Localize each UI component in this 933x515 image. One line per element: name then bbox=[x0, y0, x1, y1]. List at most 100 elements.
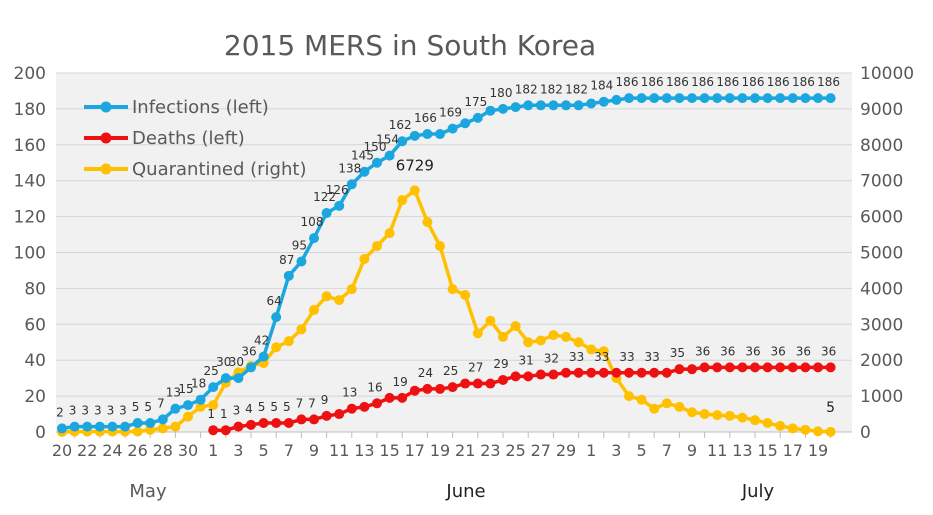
data-point bbox=[359, 166, 370, 177]
data-label: 36 bbox=[821, 344, 836, 358]
data-point bbox=[712, 410, 723, 421]
x-tick-label: 7 bbox=[662, 441, 672, 460]
data-point bbox=[561, 331, 571, 342]
data-label: 15 bbox=[178, 382, 193, 396]
x-tick-label: 29 bbox=[556, 441, 576, 460]
x-tick-label: 28 bbox=[153, 441, 173, 460]
data-point bbox=[334, 295, 345, 306]
data-point bbox=[523, 337, 534, 348]
x-tick-label: 15 bbox=[757, 441, 777, 460]
data-point bbox=[800, 424, 811, 435]
y-left-tick-label: 100 bbox=[14, 244, 46, 264]
data-label: 184 bbox=[590, 79, 613, 93]
data-point bbox=[485, 315, 496, 326]
data-point bbox=[813, 93, 823, 104]
data-label: 16 bbox=[367, 380, 382, 394]
data-point bbox=[157, 414, 168, 425]
x-tick-label: 21 bbox=[455, 441, 475, 460]
data-point bbox=[208, 400, 219, 411]
data-label: 180 bbox=[490, 86, 513, 100]
data-label: 5 bbox=[144, 400, 152, 414]
x-tick-label: 5 bbox=[637, 441, 647, 460]
data-point bbox=[535, 100, 546, 111]
data-point bbox=[737, 412, 748, 423]
y-right-tick-label: 8000 bbox=[860, 136, 903, 156]
data-point bbox=[535, 335, 546, 346]
x-tick-label: 5 bbox=[259, 441, 269, 460]
legend-item: Infections (left) bbox=[84, 97, 269, 118]
data-point bbox=[661, 93, 672, 104]
data-point bbox=[699, 362, 710, 373]
data-label: 25 bbox=[204, 364, 219, 378]
data-point bbox=[636, 367, 647, 378]
data-point bbox=[220, 425, 231, 436]
data-point bbox=[170, 421, 181, 432]
data-label: 5 bbox=[283, 400, 291, 414]
data-point bbox=[372, 241, 382, 252]
data-label: 7 bbox=[157, 396, 165, 410]
data-point bbox=[586, 344, 597, 355]
data-point bbox=[762, 362, 773, 373]
y-left-tick-label: 60 bbox=[24, 315, 46, 335]
x-tick-label: 24 bbox=[102, 441, 122, 460]
data-point bbox=[624, 391, 634, 402]
x-tick-label: 9 bbox=[687, 441, 697, 460]
data-point bbox=[750, 362, 760, 373]
data-point bbox=[510, 102, 521, 113]
y-right-tick-label: 2000 bbox=[860, 351, 903, 371]
data-label: 7 bbox=[296, 396, 304, 410]
y-right-tick-label: 0 bbox=[860, 423, 871, 443]
data-label: 5 bbox=[132, 400, 140, 414]
data-point bbox=[699, 93, 710, 104]
x-tick-label: 11 bbox=[707, 441, 727, 460]
data-point bbox=[435, 129, 445, 140]
data-point bbox=[460, 290, 471, 301]
data-label: 64 bbox=[267, 294, 282, 308]
data-point bbox=[183, 411, 193, 422]
data-point bbox=[334, 409, 345, 420]
data-label: 29 bbox=[493, 357, 508, 371]
x-tick-label: 22 bbox=[77, 441, 97, 460]
data-label: 30 bbox=[229, 355, 244, 369]
data-point bbox=[321, 208, 332, 219]
data-point bbox=[775, 93, 786, 104]
data-label: 145 bbox=[351, 149, 374, 163]
data-label: 138 bbox=[338, 161, 361, 175]
data-point bbox=[208, 382, 219, 393]
data-label: 36 bbox=[720, 344, 735, 358]
data-point bbox=[548, 369, 559, 380]
data-label: 87 bbox=[279, 253, 294, 267]
data-label: 3 bbox=[107, 404, 115, 418]
month-label: June bbox=[445, 481, 485, 502]
y-right-tick-label: 6000 bbox=[860, 208, 903, 228]
data-label: 25 bbox=[443, 364, 458, 378]
data-point bbox=[145, 418, 156, 429]
data-point bbox=[624, 367, 634, 378]
legend-swatch-marker bbox=[100, 163, 112, 175]
data-point bbox=[674, 401, 685, 412]
x-tick-label: 3 bbox=[611, 441, 621, 460]
data-label: 13 bbox=[342, 386, 357, 400]
x-tick-label: 11 bbox=[329, 441, 349, 460]
month-label: May bbox=[129, 481, 167, 502]
legend-swatch-marker bbox=[100, 132, 112, 144]
data-point bbox=[296, 256, 307, 267]
gridlines bbox=[56, 72, 852, 433]
data-point bbox=[258, 418, 269, 429]
data-label: 108 bbox=[301, 215, 324, 229]
y-right-tick-label: 5000 bbox=[860, 244, 903, 264]
data-point bbox=[825, 426, 836, 437]
data-point bbox=[510, 371, 521, 382]
y-left-tick-label: 40 bbox=[24, 351, 46, 371]
data-point bbox=[498, 331, 508, 342]
y-left-tick-label: 140 bbox=[14, 172, 46, 192]
data-point bbox=[573, 367, 584, 378]
data-point bbox=[636, 93, 647, 104]
data-label: 33 bbox=[594, 350, 609, 364]
data-point bbox=[435, 383, 445, 394]
y-right-tick-label: 9000 bbox=[860, 100, 903, 120]
data-label: 33 bbox=[645, 350, 660, 364]
x-tick-label: 17 bbox=[783, 441, 803, 460]
data-point bbox=[208, 425, 219, 436]
